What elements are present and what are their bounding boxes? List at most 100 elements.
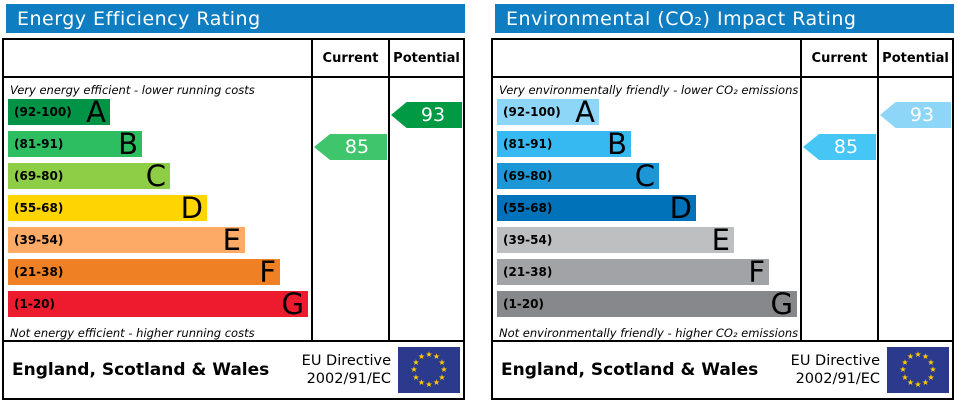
band-letter: C — [145, 159, 166, 193]
eu-star-icon: ★ — [425, 380, 433, 389]
eu-star-icon: ★ — [417, 377, 426, 387]
eu-star-icon: ★ — [412, 357, 420, 367]
top-caption: Very energy efficient - lower running co… — [10, 83, 255, 97]
band-bar: (39-54) E — [497, 223, 734, 257]
band-range-label: (81-91) — [14, 137, 64, 151]
band-bar: (1-20) G — [8, 287, 308, 321]
bands-cell: Very energy efficient - lower running co… — [4, 78, 311, 340]
eu-directive-line1: EU Directive — [790, 353, 880, 369]
eu-star-icon: ★ — [914, 380, 922, 389]
current-rating-cell: 85 — [800, 78, 877, 340]
top-caption: Very environmentally friendly - lower CO… — [499, 83, 799, 97]
band-bar: (21-38) F — [8, 255, 280, 289]
band-letter: G — [770, 287, 793, 321]
band-row: (92-100) A — [497, 95, 800, 129]
bottom-caption: Not environmentally friendly - higher CO… — [499, 326, 799, 340]
band-row: (21-38) F — [8, 255, 311, 289]
potential-rating-arrow: 93 — [391, 102, 462, 128]
band-row: (69-80) C — [497, 162, 800, 191]
band-range-label: (69-80) — [14, 169, 64, 183]
band-bar: (1-20) G — [497, 287, 797, 321]
band-letter: F — [748, 255, 765, 289]
band-bar: (21-38) F — [497, 255, 769, 289]
band-bar: (81-91) B — [497, 127, 631, 161]
band-row: (69-80) C — [8, 159, 311, 193]
eu-star-icon: ★ — [432, 352, 441, 361]
potential-rating-arrow: 93 — [880, 102, 951, 128]
band-range-label: (21-38) — [14, 265, 64, 279]
bands-cell: Very environmentally friendly - lower CO… — [493, 78, 800, 340]
potential-rating-cell: 93 — [388, 78, 463, 340]
band-bar: (92-100) A — [497, 95, 599, 129]
band-bar: (69-80) C — [497, 162, 659, 191]
band-row: (81-91) B — [8, 127, 311, 161]
band-bar: (92-100) A — [8, 98, 110, 127]
band-bar: (81-91) B — [8, 127, 142, 161]
band-letter: D — [180, 191, 203, 225]
band-range-label: (92-100) — [14, 105, 72, 119]
eu-star-icon: ★ — [438, 372, 446, 382]
band-letter: G — [281, 287, 304, 321]
eu-flag: ★ ★ ★ ★ ★ ★ ★ ★ ★ ★ ★ ★ — [398, 347, 460, 393]
band-bar: (39-54) E — [8, 226, 245, 255]
band-range-label: (92-100) — [503, 105, 561, 119]
current-rating-value: 85 — [833, 136, 859, 158]
eu-star-icon: ★ — [440, 365, 448, 374]
eu-star-icon: ★ — [901, 372, 909, 382]
current-column-header: Current — [800, 40, 877, 76]
band-row: (1-20) G — [8, 287, 311, 321]
band-letter: B — [607, 127, 627, 161]
panel-title: Environmental (CO₂) Impact Rating — [506, 7, 857, 30]
current-rating-value: 85 — [344, 136, 370, 158]
band-row: (55-68) D — [8, 191, 311, 225]
eu-star-icon: ★ — [921, 377, 930, 387]
eu-star-icon: ★ — [438, 357, 446, 367]
band-letter: B — [118, 127, 138, 161]
band-range-label: (39-54) — [14, 233, 64, 247]
eu-star-icon: ★ — [412, 372, 420, 382]
band-range-label: (39-54) — [503, 233, 553, 247]
current-rating-cell: 85 — [311, 78, 388, 340]
table-footer-row: England, Scotland & Wales EU Directive 2… — [493, 340, 952, 398]
band-row: (81-91) B — [497, 127, 800, 161]
table-header-row: Current Potential — [493, 40, 952, 78]
band-letter: A — [575, 95, 595, 129]
region-label: England, Scotland & Wales — [501, 360, 759, 380]
band-range-label: (55-68) — [503, 201, 553, 215]
co2-impact-rating-panel: Environmental (CO₂) Impact Rating Curren… — [491, 4, 954, 400]
rating-table: Current Potential Very energy efficient … — [2, 38, 465, 400]
band-row: (1-20) G — [497, 287, 800, 321]
band-row: (39-54) E — [8, 226, 311, 255]
eu-star-icon: ★ — [921, 352, 930, 361]
potential-rating-value: 93 — [909, 104, 935, 126]
band-row: (55-68) D — [497, 194, 800, 223]
bottom-caption: Not energy efficient - higher running co… — [10, 326, 255, 340]
band-letter: E — [711, 223, 730, 257]
current-rating-arrow: 85 — [803, 134, 876, 160]
rating-table: Current Potential Very environmentally f… — [491, 38, 954, 400]
header-spacer-cell — [4, 40, 311, 76]
eu-directive-line1: EU Directive — [301, 353, 391, 369]
rating-bands: (92-100) A (81-91) B (69-80) C (55-68) D… — [8, 98, 311, 323]
table-body-row: Very energy efficient - lower running co… — [4, 78, 463, 340]
current-rating-arrow: 85 — [314, 134, 387, 160]
eu-star-icon: ★ — [927, 357, 935, 367]
rating-bands: (92-100) A (81-91) B (69-80) C (55-68) D… — [497, 95, 800, 323]
eu-star-icon: ★ — [906, 377, 915, 387]
table-body-row: Very environmentally friendly - lower CO… — [493, 78, 952, 340]
band-range-label: (1-20) — [503, 297, 544, 311]
region-label: England, Scotland & Wales — [12, 360, 270, 380]
eu-star-icon: ★ — [410, 365, 418, 374]
band-letter: F — [259, 255, 276, 289]
band-bar: (69-80) C — [8, 159, 170, 193]
eu-star-icon: ★ — [914, 350, 922, 359]
eu-directive-line2: 2002/91/EC — [795, 371, 880, 387]
band-range-label: (21-38) — [503, 265, 553, 279]
eu-star-icon: ★ — [425, 350, 433, 359]
eu-star-icon: ★ — [417, 352, 426, 361]
potential-column-header: Potential — [877, 40, 952, 76]
eu-star-icon: ★ — [432, 377, 441, 387]
table-header-row: Current Potential — [4, 40, 463, 78]
eu-directive-label: EU Directive 2002/91/EC — [302, 352, 391, 388]
panel-title-bar: Environmental (CO₂) Impact Rating — [495, 4, 954, 33]
